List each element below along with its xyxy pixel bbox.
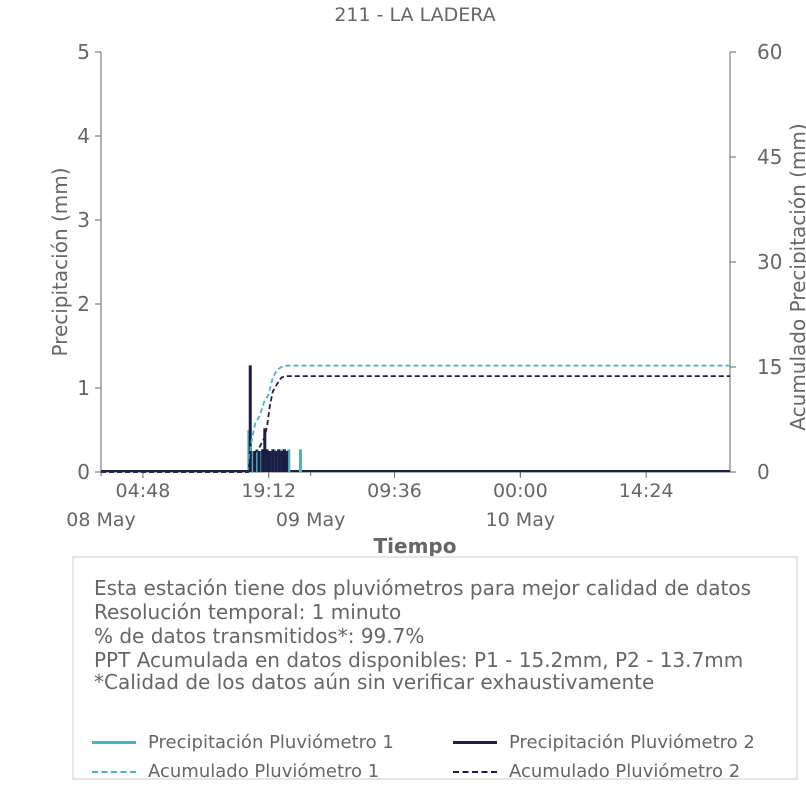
bar-precip-p2	[263, 428, 267, 472]
bar-precip-p1	[255, 449, 259, 472]
precipitation-chart: 211 - LA LADERA012345015304560Precipitac…	[48, 4, 806, 556]
info-data-transmitted: % de datos transmitidos*: 99.7%	[94, 624, 425, 648]
x-tick-time-label: 19:12	[241, 480, 296, 502]
y-axis-right-label: Acumulado Precipitación (mm)	[786, 123, 806, 430]
legend-label-accum-p1: Acumulado Pluviómetro 1	[148, 761, 380, 782]
y-left-tick-label: 1	[77, 376, 90, 400]
y-axis-left-label: Precipitación (mm)	[48, 167, 72, 356]
legend-swatch-precip-p2	[453, 741, 497, 744]
x-tick-time-label: 14:24	[619, 480, 674, 502]
x-tick-date-label: 10 May	[486, 509, 556, 531]
x-tick-time-label: 04:48	[116, 480, 171, 502]
x-tick-time-label: 00:00	[493, 480, 548, 502]
info-accumulated-ppt: PPT Acumulada en datos disponibles: P1 -…	[94, 648, 744, 672]
bar-precip-p2	[257, 451, 261, 472]
bar-precip-p2	[282, 449, 286, 472]
legend-swatch-accum-p1	[92, 770, 136, 773]
bar-precip-p2	[271, 449, 275, 472]
bar-precip-p2	[280, 451, 284, 472]
legend-swatch-precip-p1	[92, 741, 136, 744]
y-right-tick-label: 60	[757, 40, 782, 64]
info-dual-gauge-note: Esta estación tiene dos pluviómetros par…	[94, 576, 752, 600]
bar-precip-p2	[285, 451, 289, 472]
legend-label-precip-p2: Precipitación Pluviómetro 2	[509, 732, 755, 753]
legend-item-accum-p1: Acumulado Pluviómetro 1	[92, 761, 379, 782]
bar-precip-p2	[274, 451, 278, 472]
chart-title: 211 - LA LADERA	[334, 4, 495, 26]
y-right-tick-label: 30	[757, 250, 782, 274]
info-temporal-resolution: Resolución temporal: 1 minuto	[94, 600, 402, 624]
bar-precip-p2	[268, 451, 272, 472]
bar-precip-p2	[261, 449, 265, 472]
y-left-tick-label: 0	[77, 460, 90, 484]
y-left-tick-label: 3	[77, 208, 90, 232]
line-accum-p2	[101, 375, 730, 473]
line-accum-p1	[101, 364, 730, 473]
y-right-tick-label: 45	[757, 145, 782, 169]
x-tick-date-label: 09 May	[276, 509, 346, 531]
legend-swatch-accum-p2	[453, 770, 497, 773]
bar-precip-p2	[253, 451, 257, 472]
bar-precip-p1	[298, 449, 302, 472]
y-left-tick-label: 4	[77, 124, 90, 148]
legend-label-accum-p2: Acumulado Pluviómetro 2	[509, 761, 741, 782]
legend-item-accum-p2: Acumulado Pluviómetro 2	[453, 761, 740, 782]
legend-item-precip-p1: Precipitación Pluviómetro 1	[92, 732, 394, 753]
bar-precip-p2	[277, 449, 281, 472]
y-right-tick-label: 15	[757, 355, 782, 379]
y-left-tick-label: 2	[77, 292, 90, 316]
x-tick-date-label: 08 May	[66, 509, 136, 531]
y-right-tick-label: 0	[757, 460, 770, 484]
x-axis-label: Tiempo	[374, 534, 457, 556]
bar-precip-p1	[250, 451, 254, 472]
info-legend-box: Esta estación tiene dos pluviómetros par…	[72, 556, 798, 782]
legend-label-precip-p1: Precipitación Pluviómetro 1	[148, 732, 394, 753]
bar-precip-p2	[248, 365, 252, 472]
x-tick-time-label: 09:36	[367, 480, 422, 502]
y-left-tick-label: 5	[77, 40, 90, 64]
legend-item-precip-p2: Precipitación Pluviómetro 2	[453, 732, 755, 753]
info-quality-disclaimer: *Calidad de los datos aún sin verificar …	[94, 670, 655, 694]
bar-precip-p2	[265, 449, 269, 472]
bar-precip-p1	[287, 449, 291, 472]
